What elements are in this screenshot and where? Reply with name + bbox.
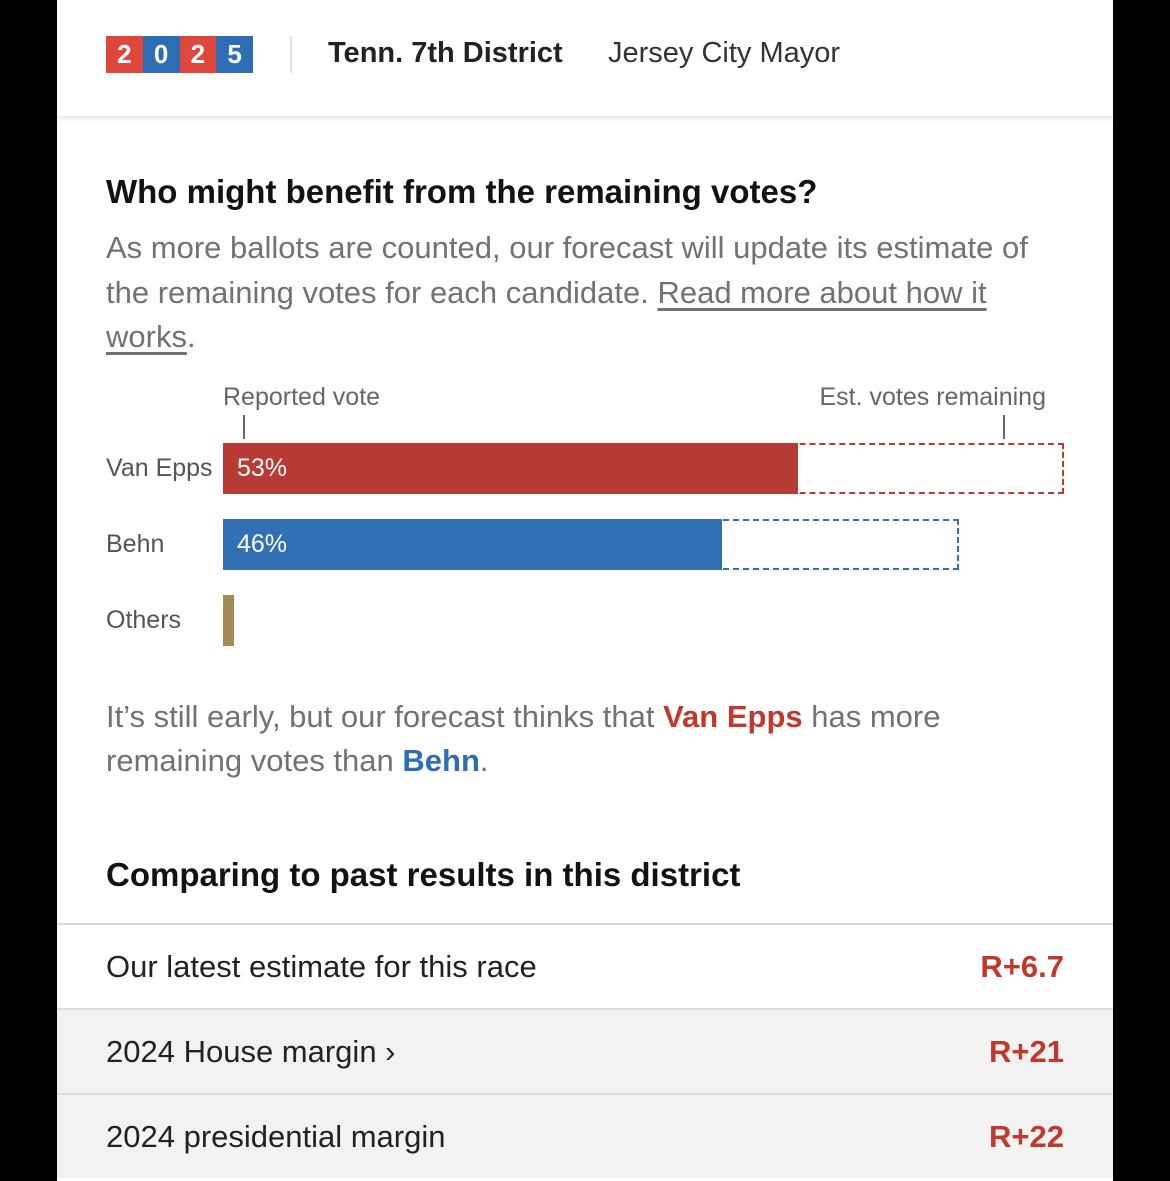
comparison-row-house-margin[interactable]: 2024 House margin › R+21	[57, 1008, 1113, 1093]
logo-digit: 5	[216, 36, 253, 73]
forecast-summary: It’s still early, but our forecast think…	[106, 695, 1056, 783]
summary-candidate-van-epps: Van Epps	[663, 699, 803, 734]
top-nav: 2 0 2 5 Tenn. 7th District Jersey City M…	[57, 0, 1113, 116]
axis-label-reported: Reported vote	[223, 383, 381, 411]
axis-label-remaining: Est. votes remaining	[819, 383, 1047, 411]
logo-digit: 2	[179, 36, 217, 73]
nav-divider	[290, 36, 292, 73]
row-label: Our latest estimate for this race	[106, 948, 537, 984]
results-page: 2 0 2 5 Tenn. 7th District Jersey City M…	[57, 0, 1113, 1181]
description-text: As more ballots are counted, our forecas…	[106, 230, 1028, 310]
comparison-row-presidential-margin: 2024 presidential margin R+22	[57, 1093, 1113, 1178]
comparison-row-latest-estimate: Our latest estimate for this race R+6.7	[57, 923, 1113, 1008]
van-epps-pct-label: 53%	[237, 454, 288, 482]
candidate-label-behn: Behn	[106, 530, 165, 558]
nav-tab-tenn-7th[interactable]: Tenn. 7th District	[328, 37, 563, 69]
van-epps-reported-bar	[223, 443, 799, 494]
remaining-tick	[1002, 415, 1005, 439]
row-value: R+21	[989, 1033, 1064, 1069]
logo-digit: 0	[142, 36, 180, 73]
row-label: 2024 presidential margin	[106, 1118, 446, 1154]
summary-text: It’s still early, but our forecast think…	[106, 699, 664, 734]
candidate-label-van-epps: Van Epps	[106, 454, 213, 482]
section-description: As more ballots are counted, our forecas…	[106, 226, 1056, 360]
section-title-remaining-votes: Who might benefit from the remaining vot…	[106, 173, 818, 210]
behn-pct-label: 46%	[237, 530, 288, 558]
remaining-votes-chart: Reported vote Est. votes remaining Van E…	[57, 375, 1113, 665]
summary-text: .	[479, 743, 489, 778]
reported-tick	[243, 415, 245, 439]
others-reported-bar	[223, 595, 234, 646]
description-period: .	[186, 319, 196, 354]
summary-candidate-behn: Behn	[402, 743, 480, 778]
behn-reported-bar	[223, 519, 723, 570]
row-value: R+6.7	[980, 948, 1064, 984]
summary-text: has more remaining votes than	[106, 699, 941, 778]
row-label: 2024 House margin ›	[106, 1033, 396, 1069]
candidate-label-others: Others	[106, 606, 182, 634]
election-2025-logo[interactable]: 2 0 2 5	[106, 36, 253, 73]
logo-digit: 2	[106, 36, 143, 73]
read-more-link[interactable]: Read more about how it works	[106, 274, 987, 355]
section-title-past-results: Comparing to past results in this distri…	[106, 856, 741, 893]
row-value: R+22	[989, 1118, 1064, 1154]
nav-tab-jersey-city[interactable]: Jersey City Mayor	[608, 37, 841, 69]
